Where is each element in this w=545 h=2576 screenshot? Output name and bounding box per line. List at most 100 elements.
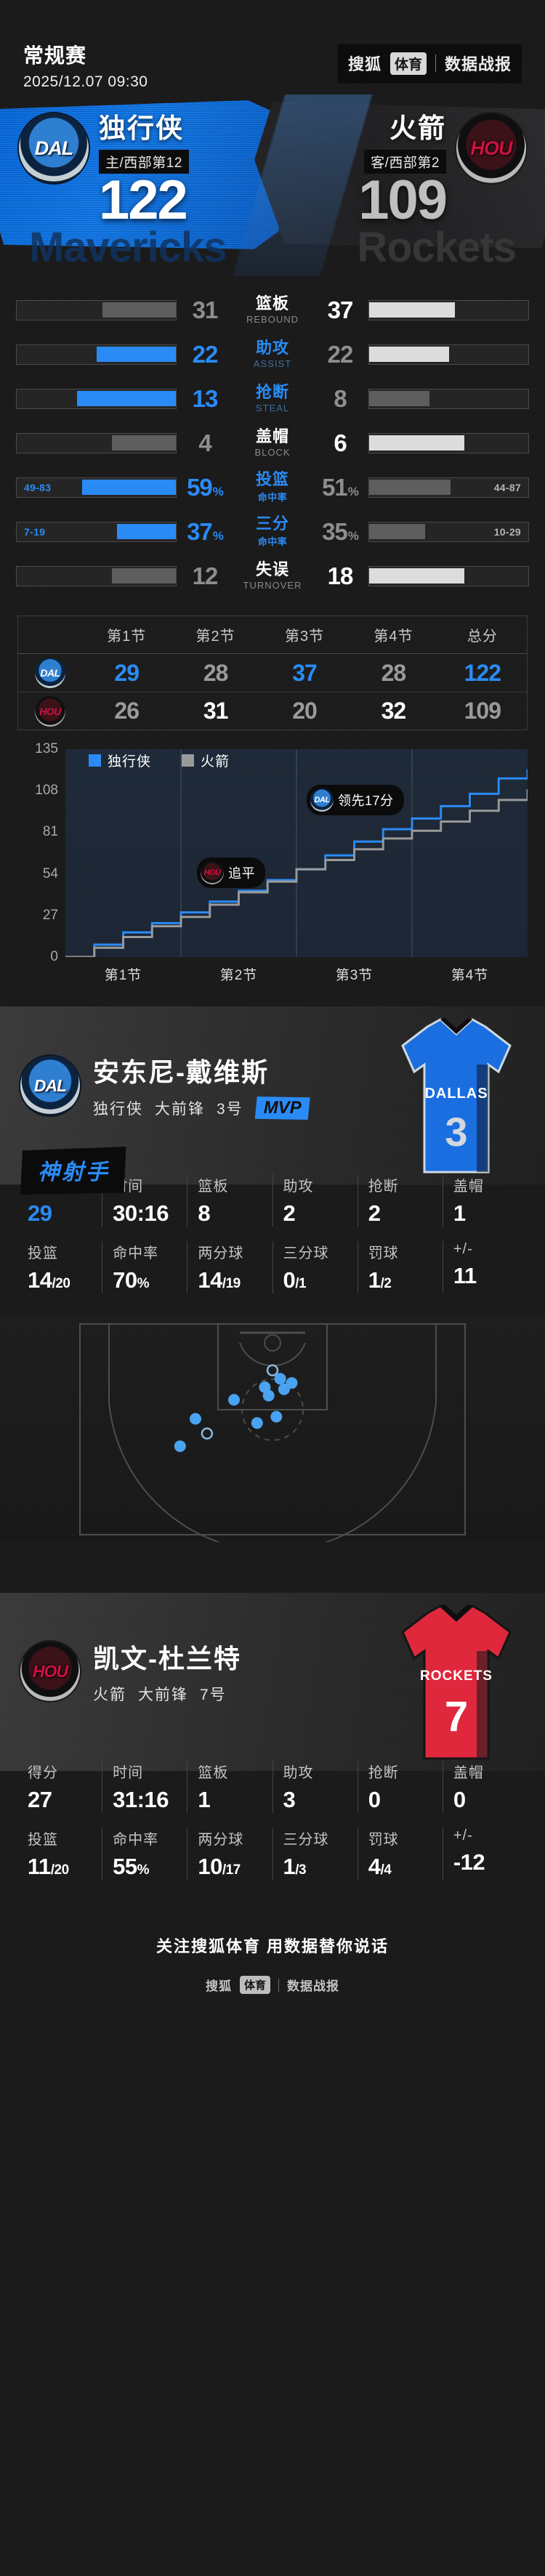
away-bar-fill	[369, 347, 449, 362]
player-card-secondary[interactable]: HOU 凯文-杜兰特 火箭 大前锋 7号 ROCKETS 7 得分 27 时间 31:	[0, 1593, 545, 1880]
annotation-text: 领先17分	[338, 793, 394, 808]
stat-label: 抢断 STEAL	[255, 383, 290, 413]
player-stat-cell: 篮板 8	[187, 1174, 272, 1227]
player-stat-cell: 投篮 11/20	[17, 1828, 102, 1880]
stat-row-block: 4 盖帽 BLOCK 6	[16, 421, 529, 465]
player-stat-cell: 助攻 2	[272, 1174, 358, 1227]
away-bar-fill	[369, 391, 430, 406]
player-stat-value: 2	[368, 1200, 381, 1226]
player1-number: 3号	[217, 1101, 243, 1118]
player2-stats-row1: 得分 27 时间 31:16 篮板 1 助攻 3 抢断 0 盖帽 0	[17, 1761, 528, 1813]
quarter-score-cell: 37	[292, 659, 318, 686]
away-bar-fill	[369, 302, 456, 318]
away-stat-bar	[368, 565, 529, 586]
away-stat-bar: 10-29	[368, 521, 529, 542]
player-stat-value: 10/17	[198, 1854, 241, 1879]
score-progression-chart: 独行侠 火箭 0 27 54 81 108 135 HOU 追平 DAL 领先17分 第1节 第2节…	[17, 741, 528, 989]
away-stat-bar: 44-87	[368, 477, 529, 498]
player-stat-label: 罚球	[368, 1245, 399, 1261]
player-stat-label: 得分	[28, 1765, 58, 1781]
dal-logo-text: DAL	[34, 137, 73, 159]
y-axis-tick: 108	[35, 783, 58, 799]
player2-stats: 得分 27 时间 31:16 篮板 1 助攻 3 抢断 0 盖帽 0 投篮 11/20 命中率 55% 两分球…	[0, 1736, 545, 1894]
y-axis-tick: 27	[42, 907, 58, 923]
player-card-mvp[interactable]: DAL 安东尼-戴维斯 独行侠 大前锋 3号 MVP 神射手 DALLAS	[0, 1006, 545, 1293]
mvp-badge: MVP	[254, 1097, 310, 1120]
home-stat-bar: 49-83	[16, 477, 177, 498]
footer-brand-chip: 体育	[239, 1976, 270, 1994]
away-team-block[interactable]: HOU 火箭 客/西部第2 109	[348, 113, 526, 227]
scoreboard: Mavericks Rockets DAL 独行侠 主/西部第12 122 HO…	[0, 94, 545, 276]
quarter-header-cell: 总分	[467, 629, 498, 645]
player-stat-label: 投篮	[28, 1245, 58, 1261]
player1-identity: 安东尼-戴维斯 独行侠 大前锋 3号 MVP	[93, 1051, 310, 1120]
player-stat-cell: 三分球 1/3	[272, 1828, 358, 1880]
home-row-logo-cell: DAL	[18, 658, 82, 688]
player1-position: 大前锋	[155, 1101, 205, 1118]
footer-brand: 搜狐 体育 数据战报	[0, 1976, 545, 1994]
player1-header: DAL 安东尼-戴维斯 独行侠 大前锋 3号 MVP	[0, 1006, 545, 1120]
svg-text:DALLAS: DALLAS	[424, 1086, 488, 1102]
player-stat-value: 11/20	[28, 1854, 69, 1879]
home-team-block[interactable]: DAL 独行侠 主/西部第12 122	[19, 113, 199, 231]
page-header: 常规赛 2025/12.07 09:30 搜狐 体育 数据战报	[0, 0, 545, 94]
away-stat-bar	[368, 432, 529, 453]
player-stat-cell: 两分球 14/19	[187, 1241, 272, 1293]
home-team-name: 独行侠	[99, 113, 184, 143]
player-stat-value: 1	[198, 1787, 211, 1812]
quarter-score-cell: 31	[203, 698, 229, 724]
away-bar-fill	[369, 524, 425, 539]
quarter-score-cell: 28	[381, 659, 407, 686]
player-stat-value: 27	[28, 1787, 52, 1812]
player1-jersey-icon: DALLAS 3	[395, 1017, 517, 1180]
player-stat-label: 助攻	[283, 1179, 314, 1195]
home-stat-value: 37%	[187, 517, 224, 545]
away-stat-bar	[368, 388, 529, 409]
player-stat-value: 0	[368, 1787, 381, 1812]
player1-logo-text: DAL	[33, 1075, 67, 1095]
quarter-score-cell: 20	[292, 698, 318, 724]
chart-legend: 独行侠 火箭	[89, 751, 230, 770]
stat-label: 助攻 ASSIST	[253, 339, 292, 369]
home-team-score: 122	[99, 169, 188, 231]
player2-subline: 火箭 大前锋 7号	[93, 1683, 241, 1705]
player-stat-value: 14/20	[28, 1267, 70, 1293]
player-stat-cell: 时间 31:16	[102, 1761, 187, 1813]
player-stat-value: 0/1	[283, 1267, 307, 1293]
stat-row-rebound: 31 篮板 REBOUND 37	[16, 288, 529, 332]
home-stat-value: 12	[192, 562, 219, 589]
away-stat-value: 18	[327, 562, 354, 589]
player-stat-value: 14/19	[198, 1267, 241, 1293]
home-bar-fill	[102, 302, 176, 318]
player-stat-cell: 命中率 70%	[102, 1241, 187, 1293]
quarter-score-table: 第1节 第2节 第3节 第4节 总分 DAL 29 28 37 28 122 HOU 26 31 2…	[17, 615, 528, 730]
player-stat-value: 1	[453, 1200, 466, 1226]
stat-label: 盖帽 BLOCK	[254, 427, 291, 458]
away-stat-detail: 10-29	[493, 525, 521, 538]
quarter-header-cell: 第1节	[107, 629, 147, 645]
player-stat-cell: 得分 27	[17, 1761, 102, 1813]
player-stat-label: 三分球	[283, 1832, 329, 1848]
player-stat-value: 55%	[113, 1854, 150, 1879]
player-stat-cell: 盖帽 1	[442, 1174, 528, 1227]
player-stat-value: 4/4	[368, 1854, 392, 1879]
x-axis-tick: 第3节	[335, 968, 374, 983]
away-team-name: 火箭	[389, 113, 446, 143]
footer-brand-section: 数据战报	[287, 1979, 339, 1993]
player-stat-label: 抢断	[368, 1179, 399, 1195]
player2-number: 7号	[200, 1687, 227, 1703]
player-stat-label: +/-	[453, 1241, 473, 1257]
away-team-rank: 客/西部第2	[364, 149, 446, 174]
legend-item: 独行侠	[89, 751, 151, 770]
svg-text:3: 3	[445, 1109, 467, 1155]
player-stat-label: 命中率	[113, 1832, 159, 1848]
player1-badge-text: 神射手	[38, 1160, 110, 1184]
player-stat-value: 0	[453, 1787, 466, 1812]
home-team-meta: 独行侠 主/西部第12 122	[99, 113, 189, 231]
player-stat-cell: 投篮 14/20	[17, 1241, 102, 1293]
brand-chip-sports: 体育	[389, 52, 427, 75]
home-stat-detail: 7-19	[24, 525, 46, 538]
footer-brand-name: 搜狐	[205, 1979, 232, 1993]
home-bar-fill	[81, 480, 176, 495]
